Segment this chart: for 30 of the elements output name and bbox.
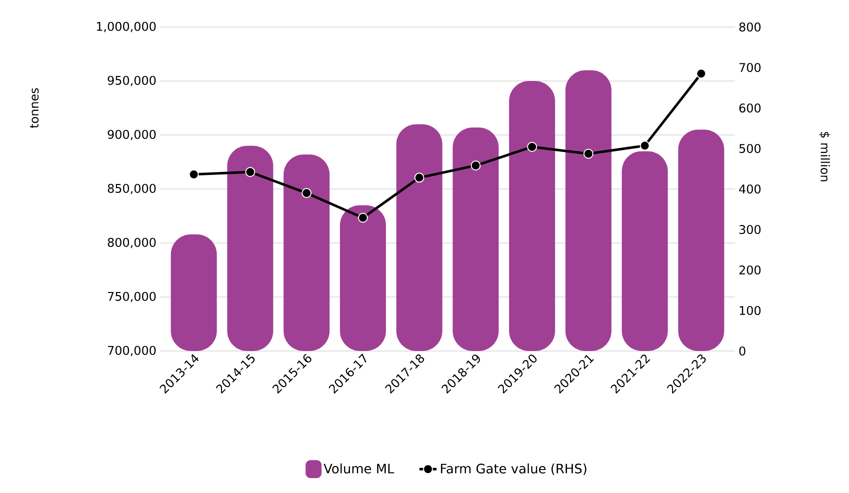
point — [358, 212, 368, 223]
legend-label: Farm Gate value (RHS) — [440, 463, 586, 475]
y2-tick-label: 100 — [740, 306, 761, 316]
y-tick-label: 800,000 — [108, 238, 156, 248]
point — [470, 160, 481, 171]
y2-tick-label: 700 — [740, 62, 761, 72]
y2-tick-label: 0 — [739, 346, 746, 356]
y-tick-label: 700,000 — [108, 346, 156, 356]
point — [640, 140, 650, 151]
legend-label: Volume ML — [324, 463, 394, 474]
y2-tick-label: 400 — [739, 184, 761, 194]
point — [527, 142, 538, 152]
y-axis-title: tonnes — [30, 88, 39, 128]
point — [188, 169, 199, 180]
y2-tick-label: 200 — [739, 265, 761, 275]
point — [583, 148, 594, 159]
y2-tick-label: 600 — [739, 103, 761, 113]
point — [302, 188, 312, 198]
y2-tick-label: 300 — [739, 224, 761, 234]
y2-tick-label: 500 — [739, 144, 761, 154]
point — [414, 172, 424, 183]
y-tick-label: 750,000 — [108, 292, 156, 302]
y-tick-label: 900,000 — [108, 130, 156, 140]
y2-tick-label: 800 — [739, 22, 761, 32]
point — [245, 166, 256, 177]
y2-axis-title: $ million — [819, 132, 830, 182]
point — [696, 68, 706, 79]
y-tick-label: 1,000,000 — [96, 22, 156, 32]
y-tick-label: 850,000 — [108, 184, 156, 194]
y-tick-label: 950,000 — [108, 76, 156, 86]
